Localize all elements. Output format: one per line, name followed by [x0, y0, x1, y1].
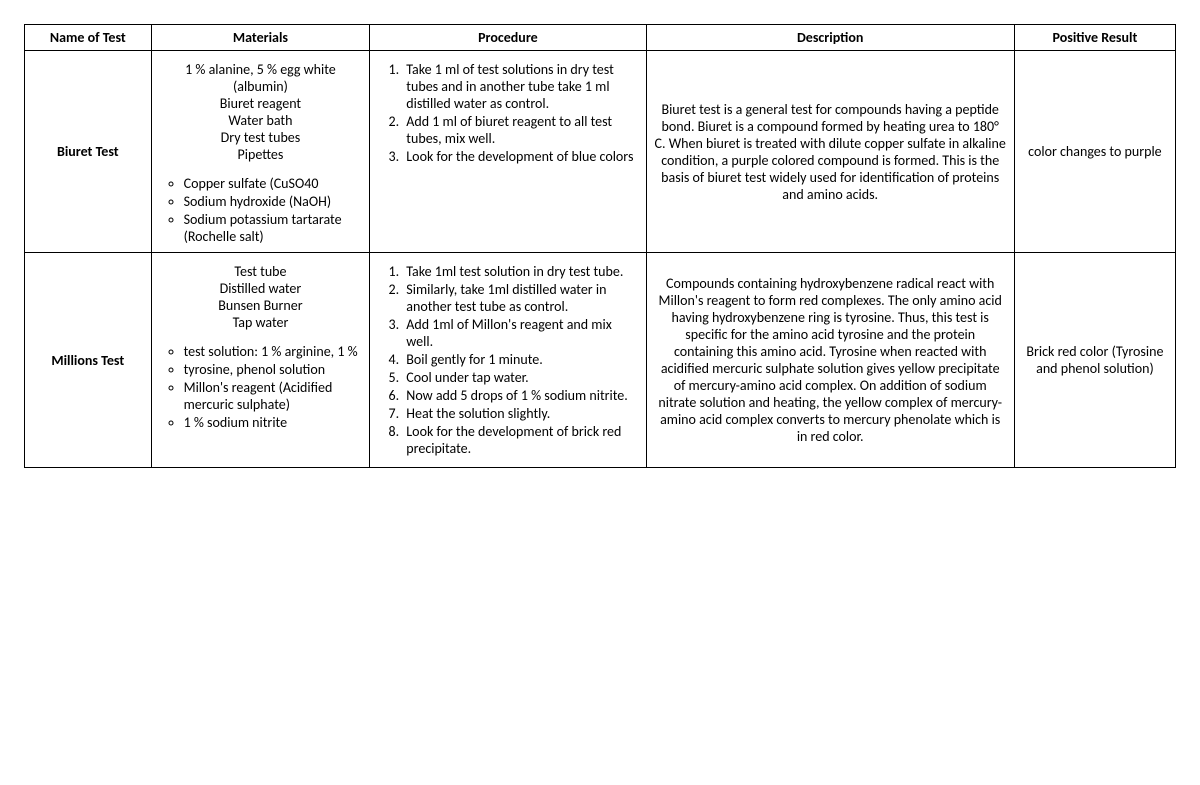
- materials-bullet: test solution: 1 % arginine, 1 %: [184, 343, 362, 360]
- materials-bullet: Millon's reagent (Acidified mercuric sul…: [184, 379, 362, 413]
- table-body: Biuret Test1 % alanine, 5 % egg white (a…: [25, 51, 1176, 468]
- materials-bullet: tyrosine, phenol solution: [184, 361, 362, 378]
- procedure-step: Similarly, take 1ml distilled water in a…: [402, 281, 637, 315]
- procedure-step: Take 1ml test solution in dry test tube.: [402, 263, 637, 280]
- materials-lines: Biuret reagentWater bathDry test tubesPi…: [160, 95, 362, 163]
- procedure-step: Boil gently for 1 minute.: [402, 351, 637, 368]
- test-name-cell: Biuret Test: [25, 51, 152, 253]
- description-cell: Biuret test is a general test for compou…: [646, 51, 1014, 253]
- materials-cell: 1 % alanine, 5 % egg white (albumin)Biur…: [151, 51, 370, 253]
- table-row: Millions TestTest tubeDistilled waterBun…: [25, 253, 1176, 468]
- materials-line: Bunsen Burner: [160, 297, 362, 314]
- materials-bullet: Sodium hydroxide (NaOH): [184, 193, 362, 210]
- materials-line: Test tube: [160, 263, 362, 280]
- procedure-list: Take 1ml test solution in dry test tube.…: [378, 263, 637, 457]
- materials-line: Dry test tubes: [160, 129, 362, 146]
- materials-line: Pipettes: [160, 146, 362, 163]
- procedure-step: Look for the development of blue colors: [402, 148, 637, 165]
- materials-line: Water bath: [160, 112, 362, 129]
- procedure-step: Cool under tap water.: [402, 369, 637, 386]
- table-header-row: Name of Test Materials Procedure Descrip…: [25, 25, 1176, 51]
- procedure-step: Look for the development of brick red pr…: [402, 423, 637, 457]
- procedure-cell: Take 1 ml of test solutions in dry test …: [370, 51, 646, 253]
- procedure-cell: Take 1ml test solution in dry test tube.…: [370, 253, 646, 468]
- materials-lines: Test tubeDistilled waterBunsen BurnerTap…: [160, 263, 362, 331]
- materials-bullet: 1 % sodium nitrite: [184, 414, 362, 431]
- procedure-step: Now add 5 drops of 1 % sodium nitrite.: [402, 387, 637, 404]
- col-header-description: Description: [646, 25, 1014, 51]
- materials-line: Biuret reagent: [160, 95, 362, 112]
- table-row: Biuret Test1 % alanine, 5 % egg white (a…: [25, 51, 1176, 253]
- result-cell: color changes to purple: [1014, 51, 1175, 253]
- materials-bullet: Copper sulfate (CuSO40: [184, 175, 362, 192]
- procedure-step: Add 1 ml of biuret reagent to all test t…: [402, 113, 637, 147]
- test-name-cell: Millions Test: [25, 253, 152, 468]
- materials-top-line: 1 % alanine, 5 % egg white (albumin): [160, 61, 362, 95]
- procedure-step: Heat the solution slightly.: [402, 405, 637, 422]
- procedure-step: Add 1ml of Millon's reagent and mix well…: [402, 316, 637, 350]
- col-header-result: Positive Result: [1014, 25, 1175, 51]
- protein-tests-table: Name of Test Materials Procedure Descrip…: [24, 24, 1176, 468]
- col-header-procedure: Procedure: [370, 25, 646, 51]
- procedure-step: Take 1 ml of test solutions in dry test …: [402, 61, 637, 112]
- description-cell: Compounds containing hydroxybenzene radi…: [646, 253, 1014, 468]
- materials-bullet: Sodium potassium tartarate (Rochelle sal…: [184, 211, 362, 245]
- materials-bullet-list: test solution: 1 % arginine, 1 %tyrosine…: [160, 343, 362, 431]
- col-header-materials: Materials: [151, 25, 370, 51]
- materials-bullet-list: Copper sulfate (CuSO40Sodium hydroxide (…: [160, 175, 362, 245]
- procedure-list: Take 1 ml of test solutions in dry test …: [378, 61, 637, 165]
- result-cell: Brick red color (Tyrosine and phenol sol…: [1014, 253, 1175, 468]
- materials-line: Distilled water: [160, 280, 362, 297]
- materials-cell: Test tubeDistilled waterBunsen BurnerTap…: [151, 253, 370, 468]
- materials-line: Tap water: [160, 314, 362, 331]
- col-header-name: Name of Test: [25, 25, 152, 51]
